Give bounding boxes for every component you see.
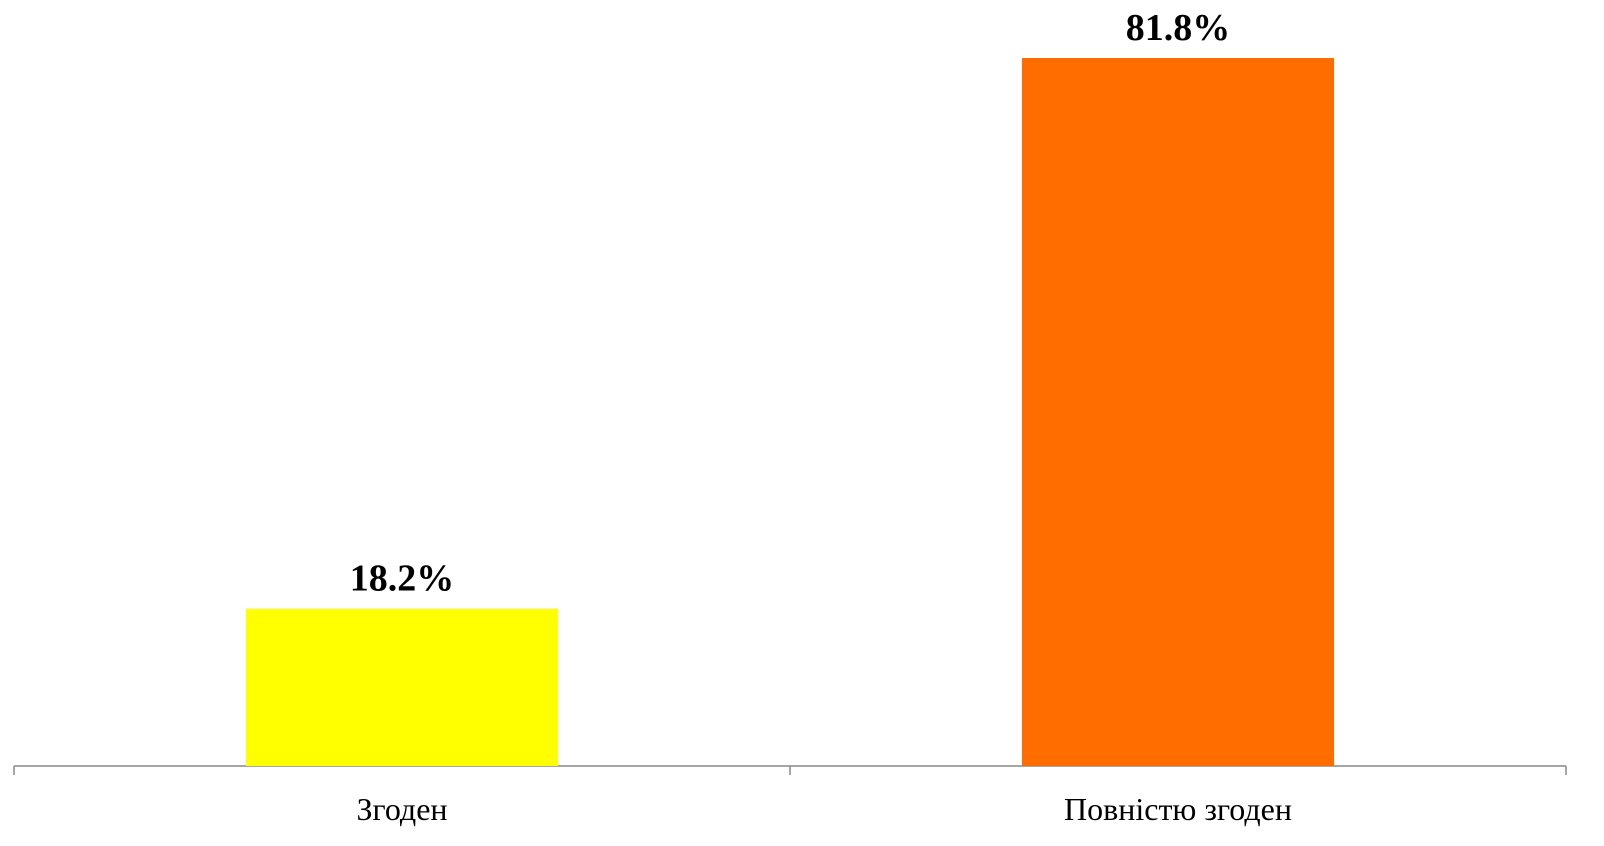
value-label: 81.8%: [1126, 7, 1231, 49]
bar: [246, 608, 558, 766]
bar: [1022, 58, 1334, 766]
x-tick-label: Згоден: [356, 791, 447, 827]
x-tick-label: Повністю згоден: [1064, 791, 1292, 827]
value-label: 18.2%: [350, 557, 455, 599]
